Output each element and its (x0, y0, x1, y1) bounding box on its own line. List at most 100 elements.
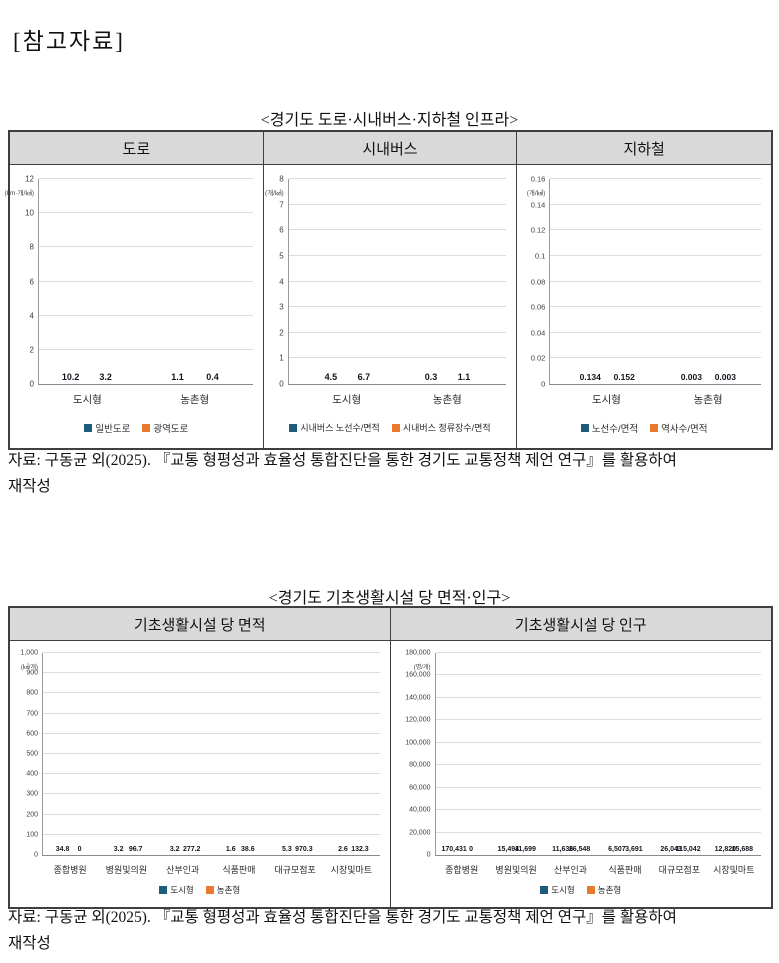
source-note-1: 자료: 구동균 외(2025). 『교통 형평성과 효율성 통합진단을 통한 경… (8, 448, 774, 500)
y-tick-label: 0.1 (534, 251, 546, 261)
bar-value-label: 0 (77, 846, 82, 853)
source-note-2: 자료: 구동균 외(2025). 『교통 형평성과 효율성 통합진단을 통한 경… (8, 905, 774, 957)
page-title: [참고자료] (13, 29, 125, 54)
bar-value-label: 11,699 (514, 846, 536, 853)
category-axis: 도시형 농촌형 (38, 385, 253, 415)
legend-item: 도시형 (159, 884, 194, 896)
bar-value-label: 0.4 (206, 372, 219, 382)
category-axis: 종합병원 병원및의원 산부인과 식품판매 대규모점포 시장및마트 (42, 856, 380, 882)
category-label: 대규모점포 (274, 865, 316, 875)
legend-marker (289, 423, 298, 432)
bar-value-label: 15,494 (497, 846, 520, 853)
bar-chart: 0 1 2 3 4 5 6 7 8 (개/㎢) 4.5 6.7 0.3 1.1 도시형 농촌형 시내버스 노선수… (264, 165, 517, 448)
bar-value-label: 277.2 (182, 846, 201, 853)
gridline (288, 331, 507, 333)
y-tick-label: 60,000 (409, 784, 431, 792)
y-tick-label: 80,000 (409, 761, 431, 769)
legend-label: 일반도로 (95, 424, 131, 435)
y-tick-label: 7 (279, 200, 284, 210)
category-label: 병원및의원 (495, 865, 537, 875)
y-tick-label: 300 (26, 790, 38, 798)
bar-value-label: 96.7 (128, 846, 143, 853)
legend-marker (540, 886, 549, 894)
section2-title: <경기도 기초생활시설 당 면적·인구> (268, 590, 511, 607)
bar-value-label: 26,043 (660, 846, 682, 853)
legend-item: 광역도로 (142, 421, 188, 435)
y-tick-label: 0.02 (530, 353, 546, 363)
y-tick-label: 0 (541, 379, 546, 389)
legend-item: 역사수/면적 (650, 421, 708, 435)
bar-value-label: 5.3 (282, 846, 292, 853)
y-tick-label: 0.14 (530, 200, 546, 210)
y-axis-unit-label: (개/㎢) (526, 190, 546, 197)
bar-value-label: 0.003 (680, 372, 702, 382)
y-tick-label: 0.16 (530, 174, 546, 184)
y-axis: 0 0.02 0.04 0.06 0.08 0.1 0.12 0.14 0.16 (개/㎢) (517, 175, 549, 389)
population-per-facility-chart: 0 20,000 40,000 60,000 80,000 100,000 120,000 1… (390, 641, 772, 907)
category-label: 시장및마트 (713, 865, 755, 875)
y-tick-label: 0.08 (530, 277, 546, 286)
gridline (435, 809, 761, 811)
legend-label: 도시형 (170, 885, 194, 895)
bar-value-label: 3.2 (99, 372, 112, 382)
y-axis-unit-label: (km·개/㎢) (4, 190, 34, 197)
y-tick-label: 6 (279, 225, 284, 235)
plot-area: 10.2 3.2 1.1 0.4 (38, 178, 253, 385)
chart-legend: 도시형 농촌형 (10, 884, 390, 896)
panel-header-population-per-facility: 기초생활시설 당 인구 (390, 608, 771, 641)
y-tick-label: 140,000 (405, 694, 431, 702)
legend-item: 일반도로 (84, 421, 130, 435)
chart-legend: 도시형 농촌형 (391, 884, 772, 896)
bar-value-label: 970.3 (295, 846, 313, 853)
gridline (435, 719, 761, 721)
legend-item: 시내버스 노선수/면적 (289, 421, 380, 434)
gridline (43, 692, 380, 694)
gridline (550, 331, 761, 333)
gridline (43, 813, 380, 815)
gridline (39, 348, 253, 350)
gridline (550, 306, 761, 308)
y-tick-label: 200 (26, 811, 38, 819)
y-tick-label: 0 (279, 379, 284, 389)
bar-chart: 0 2 4 6 8 10 12 (km·개/㎢) 10.2 3.2 1.1 0.4 도시형 농촌형 일반도로… (5, 165, 263, 448)
bar-value-label: 38.6 (240, 846, 255, 853)
chart-legend: 노선수/면적 역사수/면적 (517, 421, 771, 435)
legend-marker (586, 886, 595, 894)
bar-value-label: 12,820 (714, 846, 737, 853)
y-tick-label: 160,000 (405, 671, 431, 679)
legend-item: 시내버스 정류장수/면적 (391, 421, 491, 434)
category-label: 도시형 (72, 394, 102, 406)
category-axis: 도시형 농촌형 (549, 385, 761, 415)
y-tick-label: 500 (26, 750, 38, 758)
gridline (39, 280, 253, 282)
y-axis-unit-label: (명/개) (413, 665, 431, 671)
legend-item: 도시형 (540, 884, 575, 896)
bar-value-label: 0.3 (424, 372, 438, 382)
y-tick-label: 4 (279, 277, 284, 286)
gridline (288, 357, 507, 359)
gridline (288, 229, 507, 231)
legend-marker (159, 886, 168, 894)
gridline (43, 793, 380, 795)
gridline (435, 696, 761, 698)
y-tick-label: 600 (26, 730, 38, 738)
bar-value-label: 0.134 (579, 372, 601, 382)
bar-value-label: 3,691 (625, 846, 643, 853)
bar-chart: 0 20,000 40,000 60,000 80,000 100,000 120,000 1… (391, 641, 772, 907)
category-label: 농촌형 (180, 394, 210, 406)
gridline (288, 280, 507, 282)
gridline (435, 764, 761, 766)
y-tick-label: 40,000 (409, 806, 431, 814)
bar-value-label: 1.6 (225, 846, 236, 853)
category-axis: 도시형 농촌형 (288, 385, 507, 415)
gridline (435, 674, 761, 676)
y-tick-label: 100 (26, 831, 38, 839)
y-axis-unit-label: (㎢/개) (20, 665, 38, 671)
bar-value-label: 1.1 (457, 372, 471, 382)
y-tick-label: 0.04 (530, 328, 546, 338)
category-axis: 종합병원 병원및의원 산부인과 식품판매 대규모점포 시장및마트 (435, 856, 762, 882)
panel-header-road: 도로 (10, 132, 264, 165)
y-tick-label: 180,000 (405, 649, 431, 657)
y-tick-label: 8 (29, 242, 34, 252)
category-label: 도시형 (332, 394, 362, 406)
